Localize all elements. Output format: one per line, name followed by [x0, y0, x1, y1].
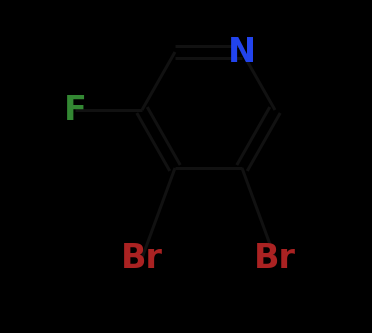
Text: N: N — [228, 36, 256, 69]
Text: Br: Br — [254, 241, 296, 274]
Text: Br: Br — [121, 241, 163, 274]
Text: F: F — [64, 94, 86, 127]
